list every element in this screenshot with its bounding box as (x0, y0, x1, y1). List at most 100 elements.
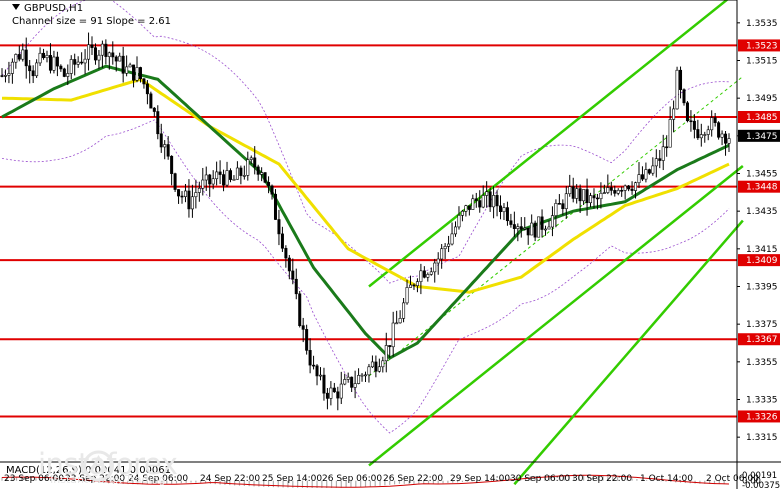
candle-body (14, 54, 18, 63)
candle-body (225, 170, 229, 186)
bollinger-upper-line (1, 0, 730, 284)
candle-body (696, 129, 700, 139)
candle-body (211, 178, 215, 185)
candle-body (111, 52, 115, 58)
candle-body (613, 190, 617, 194)
candle-body (426, 274, 430, 278)
candle-body (194, 192, 198, 198)
logo-name: instaforex (38, 447, 178, 481)
candle-body (554, 203, 558, 216)
candle-body (409, 284, 413, 288)
candle-body (284, 247, 288, 259)
candle-body (502, 207, 506, 213)
candle-body (256, 166, 260, 175)
triangle-down-icon (12, 4, 20, 10)
candle-body (374, 361, 378, 372)
level-label-box (738, 333, 780, 346)
y-tick-label: 1.3515 (746, 57, 778, 67)
candle-body (187, 190, 191, 210)
candle-body (595, 197, 599, 200)
candle-body (69, 59, 73, 74)
candle-body (353, 383, 357, 388)
candle-body (62, 68, 66, 77)
candle-body (118, 55, 122, 62)
y-tick-label: 1.3495 (746, 94, 778, 104)
y-tick-label: 1.3355 (746, 358, 778, 368)
candle-body (80, 61, 84, 64)
candle-body (0, 75, 4, 77)
candle-body (166, 144, 170, 157)
candle-body (93, 47, 97, 61)
candle-body (177, 189, 181, 197)
candle-body (201, 179, 205, 189)
candle-body (627, 185, 631, 190)
candle-body (685, 102, 689, 122)
logo-tagline: Instant Forex Trading (50, 473, 166, 486)
candle-body (415, 281, 419, 286)
y-tick-label: 1.3535 (746, 19, 778, 29)
candle-body (422, 270, 426, 278)
x-tick-label: 26 Sep 22:00 (383, 474, 443, 484)
candle-body (634, 182, 638, 191)
candle-body (647, 169, 651, 174)
candle-body (38, 52, 42, 64)
y-tick-label: 1.3395 (746, 283, 778, 293)
candle-body (350, 376, 354, 388)
candle-body (45, 55, 49, 59)
channel-upper-line (368, 0, 729, 288)
current-price-box (738, 129, 780, 142)
candle-body (654, 158, 658, 167)
x-tick-label: 23 Sep 06:00 (4, 474, 64, 484)
candle-body (277, 219, 281, 235)
candle-body (263, 172, 267, 183)
candle-body (509, 220, 513, 225)
candle-body (703, 134, 707, 136)
y-tick-label: 1.3315 (746, 433, 778, 443)
candle-body (682, 89, 686, 104)
candle-body (582, 189, 586, 202)
x-tick-label: 30 Sep 06:00 (510, 474, 570, 484)
candle-body (602, 192, 606, 194)
candle-body (623, 185, 627, 191)
candle-body (679, 69, 683, 90)
x-tick-label: 26 Sep 06:00 (322, 474, 382, 484)
candle-body (291, 270, 295, 280)
x-tick-label: 24 Sep 06:00 (128, 474, 188, 484)
candle-body (329, 387, 333, 399)
candle-body (242, 175, 246, 177)
candle-body (104, 43, 108, 57)
candle-body (651, 165, 655, 174)
candle-body (370, 361, 374, 368)
candle-body (3, 75, 7, 77)
candle-body (644, 169, 648, 180)
candle-body (637, 174, 641, 184)
candle-body (661, 146, 665, 161)
candle-body (294, 278, 298, 295)
candle-body (467, 205, 471, 210)
candle-body (280, 233, 284, 249)
candle-body (512, 224, 516, 229)
candle-body (138, 67, 142, 80)
candle-body (436, 258, 440, 264)
candle-body (100, 43, 104, 56)
candle-body (454, 226, 458, 235)
y-tick-label: 1.3335 (746, 396, 778, 406)
level-label: 1.3409 (746, 256, 778, 266)
candle-body (156, 111, 160, 135)
candle-body (384, 345, 388, 362)
candle-body (218, 171, 222, 175)
candle-body (720, 133, 724, 138)
level-label-box (738, 111, 780, 123)
candle-body (568, 186, 572, 195)
candle-body (440, 248, 444, 260)
candle-body (640, 174, 644, 180)
slow-moving-average-line (1, 77, 730, 294)
level-label: 1.3523 (746, 41, 778, 51)
current-price-label: 1.3475 (746, 132, 778, 142)
candle-body (170, 155, 174, 174)
candle-body (519, 226, 523, 230)
level-label: 1.3367 (746, 335, 778, 345)
candle-body (173, 173, 177, 190)
candle-body (208, 174, 212, 185)
